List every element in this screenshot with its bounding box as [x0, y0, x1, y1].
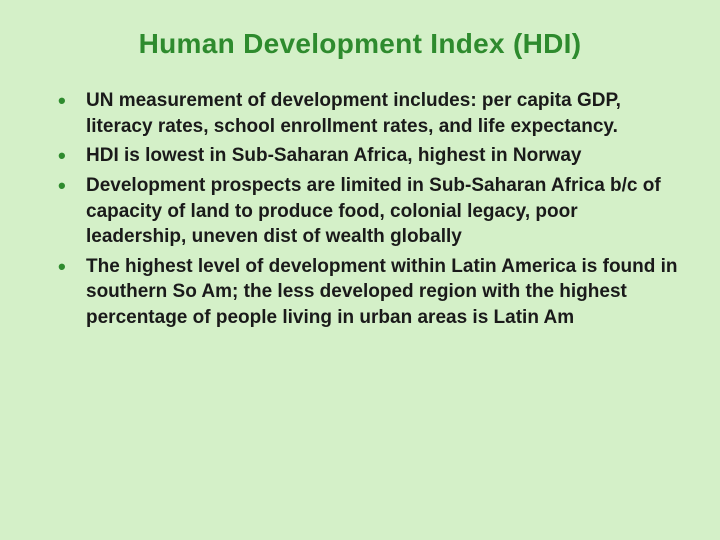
- bullet-item: UN measurement of development includes: …: [58, 88, 680, 139]
- bullet-item: The highest level of development within …: [58, 254, 680, 331]
- bullet-list: UN measurement of development includes: …: [40, 88, 680, 331]
- slide-title: Human Development Index (HDI): [40, 28, 680, 60]
- bullet-item: Development prospects are limited in Sub…: [58, 173, 680, 250]
- slide-container: Human Development Index (HDI) UN measure…: [0, 0, 720, 540]
- bullet-item: HDI is lowest in Sub-Saharan Africa, hig…: [58, 143, 680, 169]
